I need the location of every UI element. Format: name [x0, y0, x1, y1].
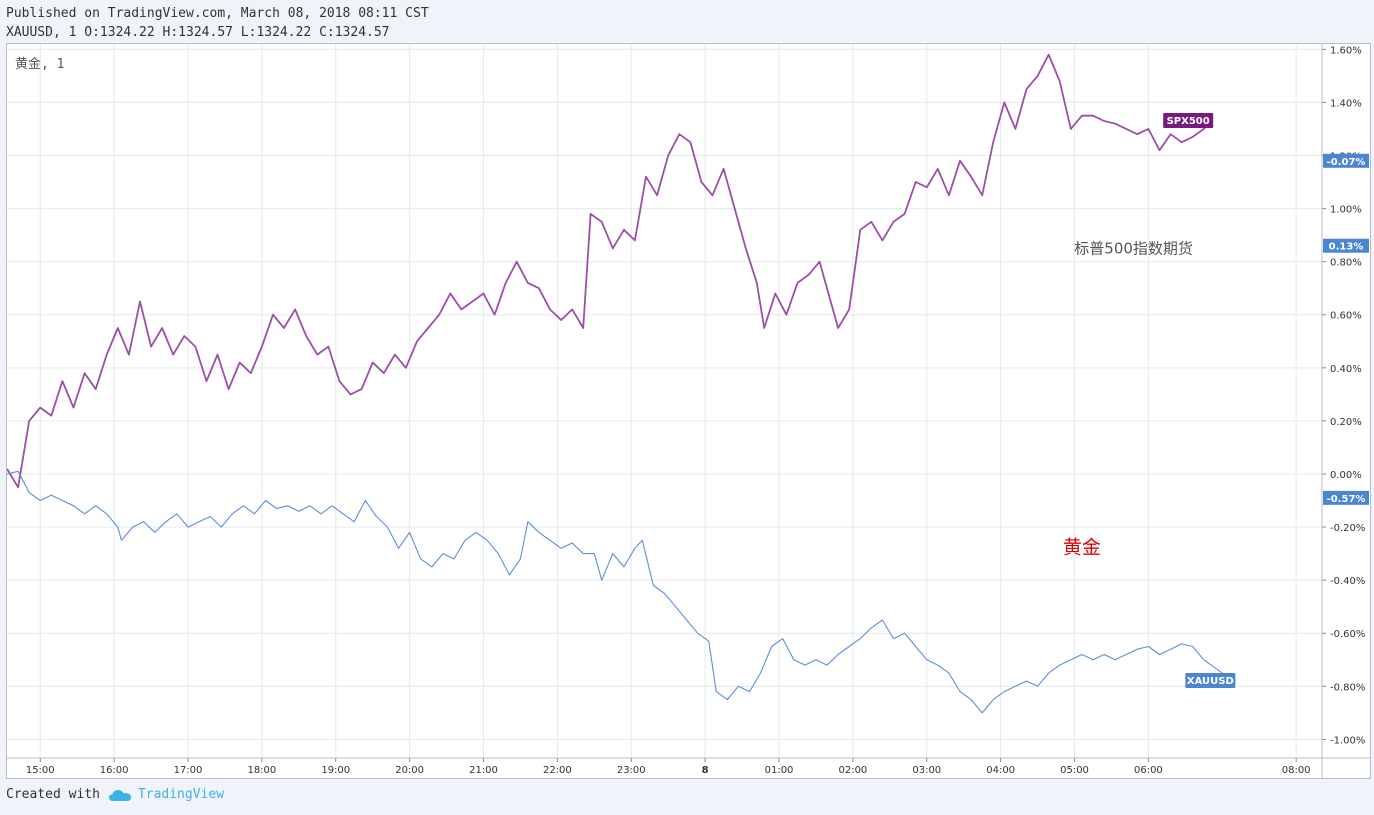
y-tick-label: 0.60% [1330, 311, 1362, 322]
ohlc-line: XAUUSD, 1 O:1324.22 H:1324.57 L:1324.22 … [6, 25, 390, 40]
price-tag-label: -0.57% [1327, 494, 1366, 505]
tradingview-link[interactable]: TradingView [108, 787, 224, 802]
created-with-label: Created with [6, 787, 100, 802]
price-tag-label: -0.07% [1327, 157, 1366, 168]
series-line-xauusd [7, 470, 1234, 714]
x-tick-label: 18:00 [247, 765, 276, 776]
y-tick-label: -0.80% [1330, 682, 1365, 693]
x-tick-label: 8 [702, 765, 709, 776]
y-tick-label: -0.60% [1330, 629, 1365, 640]
y-tick-label: -1.00% [1330, 735, 1365, 746]
y-tick-label: -0.20% [1330, 523, 1365, 534]
x-tick-label: 19:00 [321, 765, 350, 776]
y-tick-label: 1.60% [1330, 45, 1362, 56]
x-tick-label: 06:00 [1134, 765, 1163, 776]
x-tick-label: 04:00 [986, 765, 1015, 776]
x-tick-label: 05:00 [1060, 765, 1089, 776]
chart-annotation: 标普500指数期货 [1074, 240, 1193, 258]
series-tag-label: SPX500 [1167, 116, 1210, 127]
cloud-icon [108, 789, 131, 801]
series-tag-xauusd [1185, 673, 1236, 689]
chart-canvas[interactable]: 1.60%1.40%1.20%1.00%0.80%0.60%0.40%0.20%… [7, 44, 1370, 778]
tradingview-brand: TradingView [137, 787, 225, 802]
published-line: Published on TradingView.com, March 08, … [6, 6, 429, 21]
footer: Created with TradingView [6, 787, 224, 802]
chart-area[interactable]: 1.60%1.40%1.20%1.00%0.80%0.60%0.40%0.20%… [6, 43, 1371, 779]
x-tick-label: 17:00 [174, 765, 203, 776]
x-tick-label: 23:00 [617, 765, 646, 776]
y-tick-label: 1.40% [1330, 98, 1362, 109]
series-line-spx500 [7, 53, 1212, 489]
x-tick-label: 15:00 [26, 765, 55, 776]
x-tick-label: 21:00 [469, 765, 498, 776]
x-tick-label: 01:00 [765, 765, 794, 776]
x-tick-label: 16:00 [100, 765, 129, 776]
y-tick-label: 1.00% [1330, 205, 1362, 216]
price-tag [1323, 153, 1369, 168]
x-tick-label: 22:00 [543, 765, 572, 776]
y-tick-label: 0.80% [1330, 258, 1362, 269]
chart-header: Published on TradingView.com, March 08, … [6, 4, 429, 42]
x-tick-label: 03:00 [912, 765, 941, 776]
series-tag-label: XAUUSD [1187, 676, 1234, 687]
price-tag [1323, 490, 1369, 505]
y-tick-label: 0.00% [1330, 470, 1362, 481]
x-tick-label: 20:00 [395, 765, 424, 776]
chart-annotation: 黄金 [1063, 537, 1101, 559]
x-tick-label: 08:00 [1282, 765, 1311, 776]
price-tag [1323, 238, 1369, 253]
y-tick-label: -0.40% [1330, 576, 1365, 587]
x-tick-label: 02:00 [838, 765, 867, 776]
price-tag-label: 0.13% [1329, 242, 1364, 253]
y-tick-label: 0.20% [1330, 417, 1362, 428]
series-tag-spx500 [1163, 112, 1214, 128]
y-tick-label: 0.40% [1330, 364, 1362, 375]
chart-legend: 黄金, 1 [15, 57, 65, 72]
